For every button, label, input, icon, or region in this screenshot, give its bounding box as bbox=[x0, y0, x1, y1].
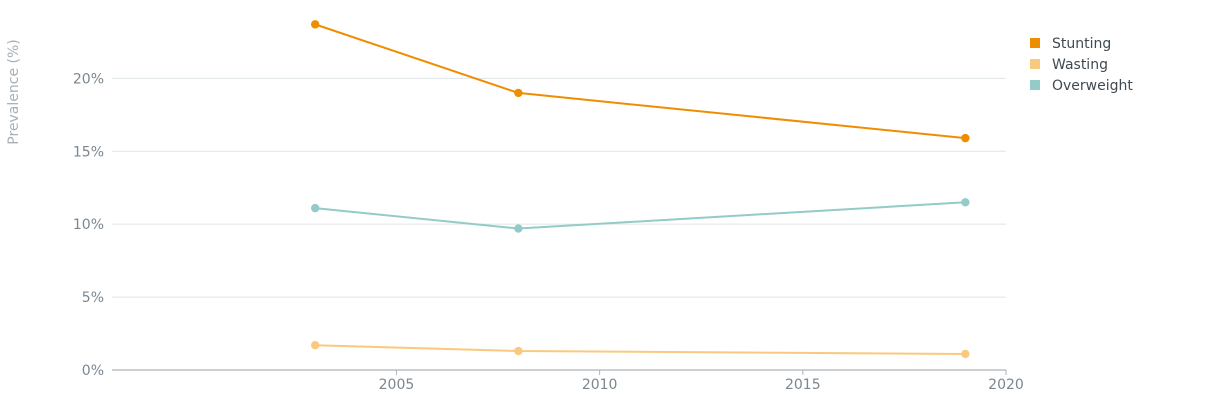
series-wasting bbox=[310, 341, 970, 359]
legend-swatch bbox=[1030, 38, 1040, 48]
y-tick-label: 0% bbox=[82, 363, 104, 379]
legend-label: Overweight bbox=[1052, 78, 1133, 94]
legend-swatch bbox=[1030, 59, 1040, 69]
data-point-stunting[interactable] bbox=[514, 88, 523, 98]
legend-label: Wasting bbox=[1052, 57, 1108, 73]
data-point-stunting[interactable] bbox=[310, 20, 320, 29]
series-line-stunting bbox=[314, 23, 967, 140]
legend-swatch bbox=[1030, 80, 1040, 90]
x-axis-ticks: 2005 2010 2015 2020 bbox=[379, 370, 1024, 393]
x-tick-label: 2015 bbox=[785, 377, 821, 393]
data-point-wasting[interactable] bbox=[961, 349, 970, 359]
y-tick-label: 20% bbox=[73, 71, 104, 87]
x-tick-label: 2020 bbox=[988, 377, 1024, 393]
x-tick-label: 2010 bbox=[582, 377, 618, 393]
legend-item-overweight[interactable]: Overweight bbox=[1030, 78, 1133, 94]
series-line-wasting bbox=[314, 344, 967, 355]
y-axis-ticks: 0% 5% 10% 15% 20% bbox=[73, 71, 104, 379]
legend[interactable]: Stunting Wasting Overweight bbox=[1030, 36, 1133, 94]
data-point-overweight[interactable] bbox=[514, 224, 523, 233]
legend-label: Stunting bbox=[1052, 36, 1111, 52]
series-lines bbox=[310, 20, 970, 359]
data-point-wasting[interactable] bbox=[310, 341, 320, 350]
y-tick-label: 15% bbox=[73, 144, 104, 160]
data-point-overweight[interactable] bbox=[961, 198, 970, 207]
y-axis-title: Prevalence (%) bbox=[6, 39, 22, 145]
data-point-overweight[interactable] bbox=[310, 203, 320, 213]
y-tick-label: 10% bbox=[73, 217, 104, 233]
data-point-wasting[interactable] bbox=[514, 346, 523, 356]
series-stunting bbox=[310, 20, 970, 143]
series-overweight bbox=[310, 198, 970, 233]
gridlines bbox=[112, 77, 1006, 371]
x-tick-label: 2005 bbox=[379, 377, 415, 393]
legend-item-stunting[interactable]: Stunting bbox=[1030, 36, 1111, 52]
data-point-stunting[interactable] bbox=[961, 133, 970, 143]
legend-item-wasting[interactable]: Wasting bbox=[1030, 57, 1108, 73]
y-tick-label: 5% bbox=[82, 290, 104, 306]
